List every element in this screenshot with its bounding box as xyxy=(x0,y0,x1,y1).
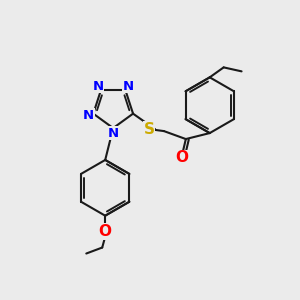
Text: O: O xyxy=(176,151,188,166)
Text: N: N xyxy=(92,80,104,93)
Text: N: N xyxy=(123,80,134,93)
Text: O: O xyxy=(99,224,112,239)
Text: N: N xyxy=(108,127,119,140)
Text: S: S xyxy=(143,122,155,136)
Text: N: N xyxy=(83,109,94,122)
